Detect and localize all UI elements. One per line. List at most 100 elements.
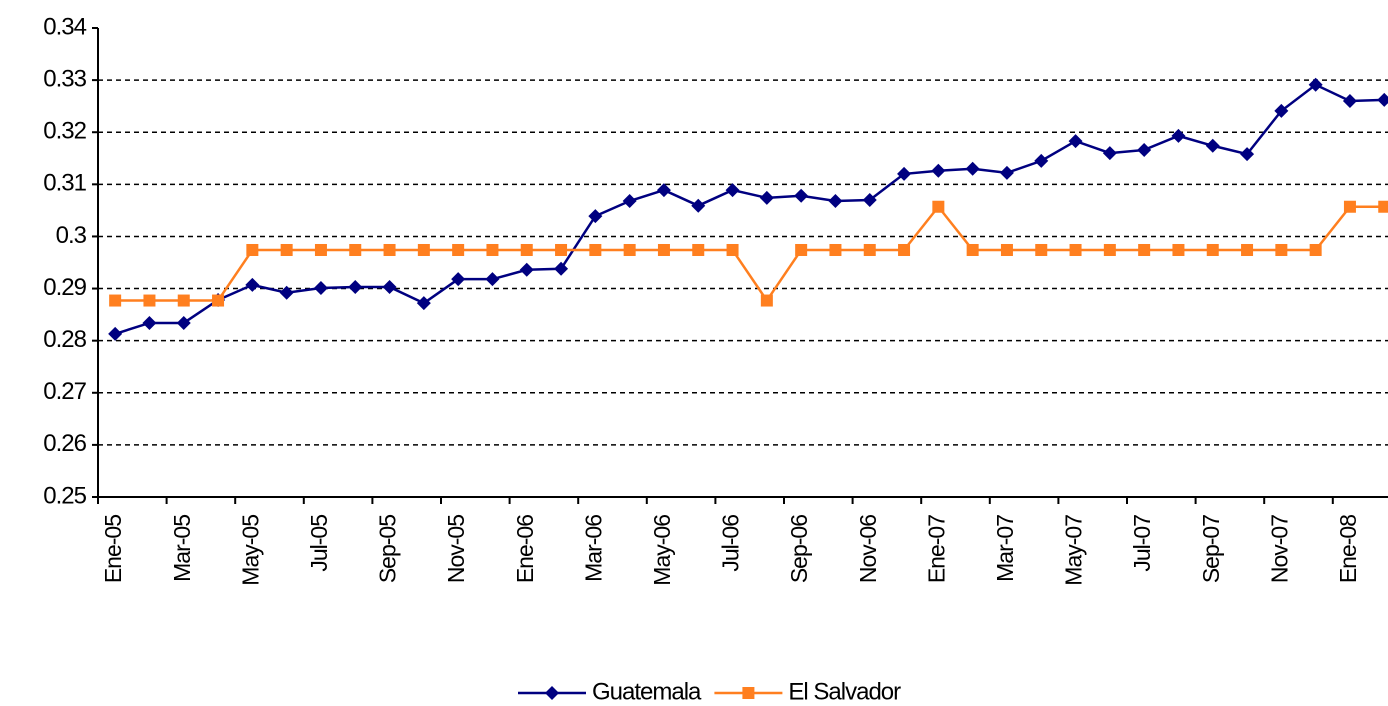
marker: [828, 194, 843, 209]
marker: [1377, 92, 1388, 107]
marker: [246, 243, 259, 256]
marker: [109, 294, 122, 307]
x-tick-label: Jul-06: [718, 515, 744, 572]
marker: [863, 243, 876, 256]
y-tick-label: 0.25: [43, 482, 86, 509]
x-tick-label: Mar-07: [992, 515, 1018, 582]
x-tick-label: May-05: [237, 515, 263, 586]
marker: [1171, 128, 1186, 143]
marker: [143, 294, 156, 307]
x-tick-label: Mar-06: [580, 515, 606, 582]
x-tick-label: May-07: [1061, 515, 1087, 586]
marker: [932, 200, 945, 213]
y-tick-label: 0.29: [43, 274, 86, 301]
marker: [382, 279, 397, 294]
y-tick-label: 0.28: [43, 326, 86, 353]
marker: [795, 243, 808, 256]
marker: [1343, 200, 1356, 213]
marker: [1205, 138, 1220, 153]
x-tick-label: Nov-06: [855, 515, 881, 583]
marker: [829, 243, 842, 256]
marker: [554, 261, 569, 276]
marker: [417, 243, 430, 256]
x-tick-label: Ene-05: [100, 515, 126, 583]
x-tick-label: Jul-07: [1129, 515, 1155, 572]
y-tick-label: 0.3: [56, 222, 87, 249]
marker: [1034, 153, 1049, 168]
x-tick-label: Nov-07: [1266, 515, 1292, 583]
y-tick-label: 0.32: [43, 118, 86, 145]
marker: [725, 183, 740, 198]
x-tick-label: Jul-05: [306, 515, 332, 572]
marker: [108, 326, 123, 341]
marker: [759, 190, 774, 205]
marker: [1275, 243, 1288, 256]
marker: [485, 272, 500, 287]
marker: [862, 192, 877, 207]
marker: [1035, 243, 1048, 256]
marker: [657, 243, 670, 256]
marker: [1000, 243, 1013, 256]
marker: [451, 272, 466, 287]
marker: [931, 163, 946, 178]
marker: [314, 243, 327, 256]
marker: [313, 281, 328, 296]
series: [108, 77, 1388, 341]
marker: [1206, 243, 1219, 256]
marker: [177, 294, 190, 307]
x-tick-label: Ene-07: [923, 515, 949, 583]
marker: [692, 243, 705, 256]
marker: [965, 161, 980, 176]
marker: [519, 262, 534, 277]
x-tick-label: Ene-08: [1335, 515, 1361, 583]
marker: [794, 188, 809, 203]
x-tick-label: Ene-06: [512, 515, 538, 583]
legend-marker: [545, 686, 559, 700]
x-tick-label: Nov-05: [443, 515, 469, 583]
y-tick-label: 0.26: [43, 430, 86, 457]
marker: [452, 243, 465, 256]
marker: [1342, 93, 1357, 108]
marker: [897, 166, 912, 181]
marker: [1241, 243, 1254, 256]
x-tick-label: Sep-05: [375, 515, 401, 583]
y-tick-label: 0.27: [43, 378, 86, 405]
legend-label: Guatemala: [592, 678, 702, 705]
marker: [589, 243, 602, 256]
series-line: [114, 83, 1385, 336]
marker: [1069, 243, 1082, 256]
marker: [212, 294, 225, 307]
marker: [176, 315, 191, 330]
marker: [1068, 134, 1083, 149]
marker: [416, 296, 431, 311]
marker: [1103, 243, 1116, 256]
marker: [1240, 147, 1255, 162]
y-tick-label: 0.31: [43, 170, 86, 197]
marker: [1309, 243, 1322, 256]
y-tick-label: 0.33: [43, 65, 86, 92]
marker: [279, 285, 294, 300]
y-tick-label: 0.34: [43, 13, 86, 40]
marker: [280, 243, 293, 256]
marker: [245, 277, 260, 292]
marker: [520, 243, 533, 256]
marker: [623, 243, 636, 256]
marker: [349, 243, 362, 256]
legend-label: El Salvador: [788, 678, 901, 705]
marker: [1138, 243, 1151, 256]
marker: [726, 243, 739, 256]
x-tick-label: Sep-06: [786, 515, 812, 583]
marker: [898, 243, 911, 256]
marker: [691, 198, 706, 213]
marker: [760, 294, 773, 307]
series-line: [115, 204, 1385, 303]
marker: [383, 243, 396, 256]
marker: [966, 243, 979, 256]
marker: [1102, 146, 1117, 161]
x-tick-label: Sep-07: [1198, 515, 1224, 583]
marker: [142, 315, 157, 330]
marker: [348, 279, 363, 294]
marker: [656, 183, 671, 198]
marker: [486, 243, 499, 256]
